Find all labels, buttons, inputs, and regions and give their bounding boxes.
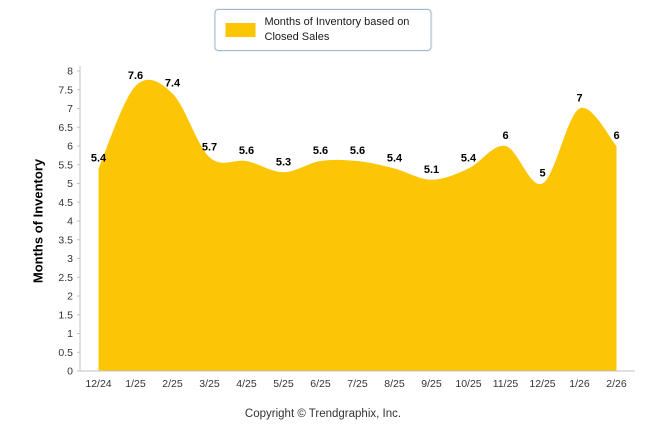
x-tick-label: 11/25 <box>493 378 519 390</box>
x-tick-label: 1/25 <box>125 378 146 390</box>
data-label: 5.3 <box>276 156 291 168</box>
y-tick-label: 6 <box>67 141 73 153</box>
data-label: 5.4 <box>91 153 107 165</box>
y-tick-label: 7 <box>67 103 73 115</box>
x-tick-label: 12/24 <box>85 378 111 390</box>
data-label: 5.4 <box>387 153 403 165</box>
data-label: 6 <box>613 130 619 142</box>
y-tick-label: 2 <box>67 291 73 303</box>
x-tick-label: 4/25 <box>236 378 257 390</box>
legend: Months of Inventory based on Closed Sale… <box>214 9 432 51</box>
area-series <box>98 79 617 371</box>
legend-swatch <box>225 22 256 37</box>
data-label: 7 <box>576 93 582 105</box>
data-label: 5.1 <box>424 164 439 176</box>
x-tick-label: 6/25 <box>310 378 331 390</box>
data-label: 5.7 <box>202 141 217 153</box>
y-tick-label: 0.5 <box>58 347 73 359</box>
x-tick-label: 1/26 <box>569 378 590 390</box>
y-tick-label: 3.5 <box>58 234 73 246</box>
legend-label: Months of Inventory based on Closed Sale… <box>264 16 410 43</box>
y-tick-label: 3 <box>67 253 73 265</box>
data-label: 5.6 <box>239 145 254 157</box>
y-tick-label: 7.5 <box>58 84 73 96</box>
y-tick-label: 6.5 <box>58 122 73 134</box>
x-tick-label: 9/25 <box>421 378 442 390</box>
y-tick-label: 4 <box>67 216 73 228</box>
copyright-text: Copyright © Trendgraphix, Inc. <box>244 408 402 420</box>
x-tick-label: 12/25 <box>529 378 555 390</box>
x-tick-label: 8/25 <box>384 378 405 390</box>
x-tick-label: 2/25 <box>162 378 183 390</box>
x-tick-label: 3/25 <box>199 378 220 390</box>
y-tick-label: 1 <box>67 328 73 340</box>
y-tick-label: 5 <box>67 178 73 190</box>
x-tick-label: 10/25 <box>455 378 481 390</box>
y-tick-label: 2.5 <box>58 272 73 284</box>
data-label: 5 <box>539 168 545 180</box>
y-tick-label: 0 <box>67 366 73 378</box>
y-tick-label: 1.5 <box>58 309 73 321</box>
y-tick-label: 4.5 <box>58 197 73 209</box>
x-tick-label: 5/25 <box>273 378 294 390</box>
y-tick-label: 8 <box>67 66 73 78</box>
data-label: 7.6 <box>128 70 143 82</box>
data-label: 7.4 <box>165 78 181 90</box>
data-label: 5.6 <box>313 145 328 157</box>
data-label: 5.4 <box>461 153 477 165</box>
y-tick-label: 5.5 <box>58 159 73 171</box>
x-tick-label: 2/26 <box>606 378 627 390</box>
x-tick-label: 7/25 <box>347 378 368 390</box>
data-label: 5.6 <box>350 145 365 157</box>
data-label: 6 <box>502 130 508 142</box>
